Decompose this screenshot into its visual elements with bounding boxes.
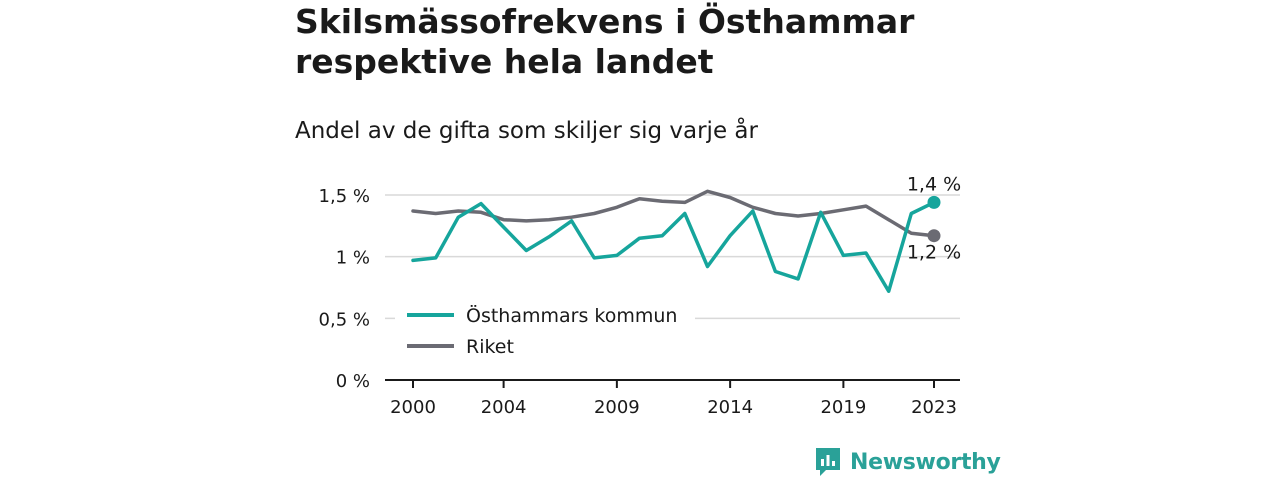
x-tick-label: 2004 [481,397,527,418]
x-tick-label: 2009 [594,397,640,418]
x-tick-label: 2014 [707,397,753,418]
x-tick-label: 2019 [820,397,866,418]
x-tick-label: 2023 [911,397,957,418]
legend-label-osthammar: Östhammars kommun [466,304,677,327]
end-label-osthammar: 1,4 % [907,173,961,195]
y-tick-label: 1,5 % [319,186,370,207]
chart-subtitle: Andel av de gifta som skiljer sig varje … [295,118,758,144]
x-tick-label: 2000 [390,397,436,418]
newsworthy-logo-icon [816,448,840,476]
end-marker-osthammar [927,195,941,209]
legend-label-riket: Riket [466,336,514,358]
y-tick-label: 1 % [336,248,370,269]
legend-background [395,298,695,366]
title-line-2: respektive hela landet [295,42,714,81]
series-line-osthammar [411,200,936,293]
brand-name: Newsworthy [850,449,1001,475]
chart-title: Skilsmässofrekvens i Östhammar respektiv… [295,2,995,82]
end-label-riket: 1,2 % [907,242,961,264]
title-line-1: Skilsmässofrekvens i Östhammar [295,2,915,41]
series-line-riket [411,189,936,238]
y-tick-label: 0,5 % [319,309,370,330]
end-marker-riket [927,229,941,243]
y-tick-label: 0 % [336,371,370,392]
newsworthy-logo: Newsworthy [814,446,1001,478]
